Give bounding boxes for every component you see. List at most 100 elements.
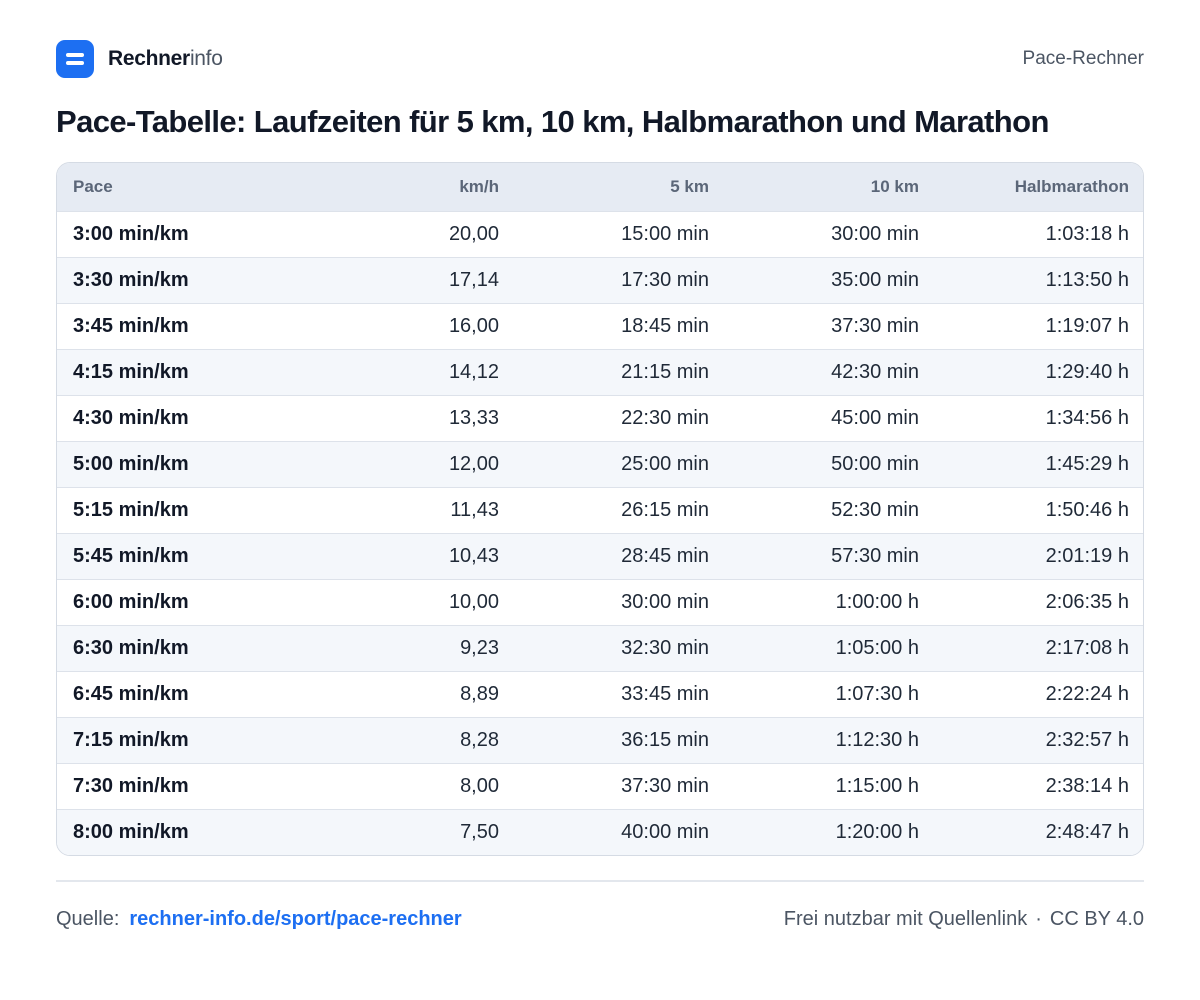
cell-10km: 42:30 min [831,360,919,383]
column-header-10km: 10 km [870,176,919,196]
cell-pace: 5:45 min/km [73,544,189,567]
cell-halbmarathon: 1:13:50 h [1045,268,1129,291]
cell-5km: 40:00 min [621,820,709,843]
cell-pace: 6:00 min/km [73,590,189,613]
cell-5km: 18:45 min [621,314,709,337]
cell-10km: 37:30 min [831,314,919,337]
cell-10km: 1:07:30 h [835,682,919,705]
cell-5km: 26:15 min [621,498,709,521]
cell-5km: 25:00 min [621,452,709,475]
table-body: 3:00 min/km 20,00 15:00 min 30:00 min 1:03:1… [57,211,1143,855]
cell-5km: 37:30 min [621,774,709,797]
cell-pace: 3:45 min/km [73,314,189,337]
cell-10km: 57:30 min [831,544,919,567]
table-row: 6:30 min/km 9,23 32:30 min 1:05:00 h 2:17:08… [57,625,1143,671]
cell-5km: 15:00 min [621,222,709,245]
cell-5km: 33:45 min [621,682,709,705]
cell-kmh: 11,43 [450,498,499,521]
table-row: 6:45 min/km 8,89 33:45 min 1:07:30 h 2:22:24… [57,671,1143,717]
cell-kmh: 8,28 [460,728,499,751]
table-row: 5:15 min/km 11,43 26:15 min 52:30 min 1:50:4… [57,487,1143,533]
cell-pace: 6:30 min/km [73,636,189,659]
table-row: 4:15 min/km 14,12 21:15 min 42:30 min 1:29:4… [57,349,1143,395]
cell-10km: 50:00 min [831,452,919,475]
cell-5km: 21:15 min [621,360,709,383]
cell-halbmarathon: 1:19:07 h [1045,314,1129,337]
page-footer: Quelle: rechner-info.de/sport/pace-rechne… [56,904,1144,934]
cell-5km: 22:30 min [621,406,709,429]
table-row: 6:00 min/km 10,00 30:00 min 1:00:00 h 2:06:3… [57,579,1143,625]
cell-5km: 30:00 min [621,590,709,613]
source-link[interactable]: rechner-info.de/sport/pace-rechner [129,907,462,930]
table-row: 8:00 min/km 7,50 40:00 min 1:20:00 h 2:48:47… [57,809,1143,855]
cell-5km: 32:30 min [621,636,709,659]
cell-halbmarathon: 1:03:18 h [1045,222,1129,245]
brand-logo-icon [56,40,94,78]
cell-10km: 45:00 min [831,406,919,429]
cell-kmh: 20,00 [448,222,499,245]
cell-halbmarathon: 2:32:57 h [1045,728,1129,751]
cell-kmh: 8,89 [460,682,499,705]
cell-pace: 4:15 min/km [73,360,189,383]
cell-halbmarathon: 1:29:40 h [1045,360,1129,383]
cell-kmh: 16,00 [448,314,499,337]
cell-5km: 17:30 min [621,268,709,291]
cell-pace: 4:30 min/km [73,406,189,429]
cell-10km: 35:00 min [831,268,919,291]
cell-halbmarathon: 2:38:14 h [1045,774,1129,797]
brand[interactable]: Rechnerinfo [56,40,223,78]
cell-halbmarathon: 2:01:19 h [1045,544,1129,567]
page-header: Rechnerinfo Pace-Rechner [56,40,1144,78]
cell-pace: 5:00 min/km [73,452,189,475]
cell-10km: 1:05:00 h [835,636,919,659]
cell-5km: 36:15 min [621,728,709,751]
pace-table: Pace km/h 5 km 10 km Halbmarathon 3:00 m… [56,162,1144,856]
source-info: Quelle: rechner-info.de/sport/pace-rechne… [56,908,462,931]
cell-kmh: 17,14 [448,268,499,291]
column-header-pace: Pace [73,176,113,196]
cell-10km: 52:30 min [831,498,919,521]
cell-kmh: 7,50 [460,820,499,843]
column-header-halbmarathon: Halbmarathon [1014,176,1129,196]
cell-kmh: 10,43 [448,544,499,567]
cell-10km: 1:20:00 h [835,820,919,843]
cell-halbmarathon: 1:45:29 h [1045,452,1129,475]
cell-pace: 5:15 min/km [73,498,189,521]
cell-halbmarathon: 2:17:08 h [1045,636,1129,659]
table-row: 3:45 min/km 16,00 18:45 min 37:30 min 1:19:0… [57,303,1143,349]
table-row: 3:30 min/km 17,14 17:30 min 35:00 min 1:13:5… [57,257,1143,303]
cell-5km: 28:45 min [621,544,709,567]
license-text: Frei nutzbar mit Quellenlink [783,907,1028,930]
table-row: 7:15 min/km 8,28 36:15 min 1:12:30 h 2:32:57… [57,717,1143,763]
source-label: Quelle: [56,907,120,930]
column-header-5km: 5 km [670,176,709,196]
cell-10km: 1:15:00 h [835,774,919,797]
table-header-row: Pace km/h 5 km 10 km Halbmarathon [57,163,1143,211]
cell-pace: 3:30 min/km [73,268,189,291]
brand-name-light: info [189,47,223,70]
license-separator: · [1035,907,1042,930]
cell-pace: 7:30 min/km [73,774,189,797]
license-name: CC BY 4.0 [1049,907,1144,930]
cell-kmh: 12,00 [448,452,499,475]
cell-10km: 1:00:00 h [835,590,919,613]
cell-halbmarathon: 2:22:24 h [1045,682,1129,705]
cell-pace: 7:15 min/km [73,728,189,751]
cell-kmh: 9,23 [460,636,499,659]
brand-name-strong: Rechner [108,47,190,70]
header-section-label: Pace-Rechner [1022,48,1144,69]
table-row: 3:00 min/km 20,00 15:00 min 30:00 min 1:03:1… [57,211,1143,257]
table-row: 5:00 min/km 12,00 25:00 min 50:00 min 1:45:2… [57,441,1143,487]
cell-halbmarathon: 1:34:56 h [1045,406,1129,429]
table-row: 7:30 min/km 8,00 37:30 min 1:15:00 h 2:38:14… [57,763,1143,809]
cell-kmh: 13,33 [448,406,499,429]
table-row: 5:45 min/km 10,43 28:45 min 57:30 min 2:01:1… [57,533,1143,579]
cell-kmh: 10,00 [448,590,499,613]
cell-10km: 30:00 min [831,222,919,245]
brand-name: Rechnerinfo [108,47,223,71]
column-header-kmh: km/h [459,176,499,196]
license-info: Frei nutzbar mit Quellenlink · CC BY 4.0 [784,908,1144,931]
footer-divider [56,880,1144,882]
cell-10km: 1:12:30 h [835,728,919,751]
cell-halbmarathon: 2:48:47 h [1045,820,1129,843]
